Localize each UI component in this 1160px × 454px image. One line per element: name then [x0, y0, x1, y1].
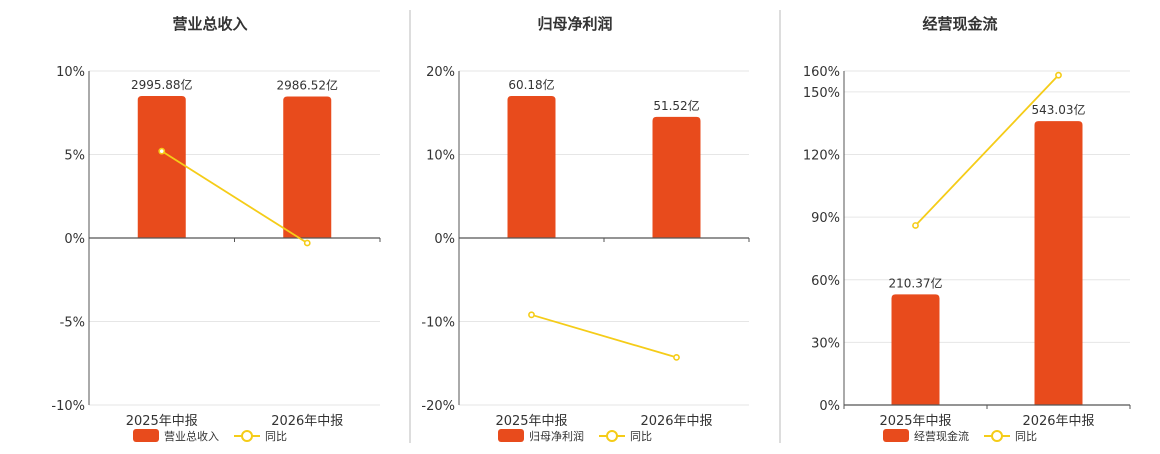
legend-bar-swatch: [133, 429, 159, 442]
yoy-point-2: [303, 239, 311, 247]
yoy-point-1: [528, 311, 535, 319]
bar-data-label: 543.03亿: [1032, 102, 1086, 117]
y-tick-label: 150%: [803, 86, 840, 101]
category-label: 2026年中报: [271, 414, 343, 429]
yoy-line: [914, 74, 1060, 227]
legend-bar-label: 归母净利润: [529, 429, 584, 443]
legend-line-label: 同比: [265, 430, 287, 443]
y-tick-label: -10%: [421, 316, 455, 331]
bar-1: [891, 294, 940, 405]
bar-data-label: 2986.52亿: [276, 78, 338, 93]
y-tick-label: 90%: [811, 211, 840, 226]
y-tick-label: 20%: [426, 65, 455, 80]
y-tick-label: -10%: [51, 399, 85, 414]
y-tick-label: 5%: [64, 149, 85, 164]
y-tick-label: 30%: [811, 336, 840, 351]
bar-data-label: 51.52亿: [653, 98, 699, 113]
yoy-point-1: [158, 147, 166, 155]
bar-2: [652, 116, 701, 238]
legend-line-marker: [991, 430, 1003, 442]
legend-bar-swatch: [883, 429, 909, 442]
legend-line-label: 同比: [630, 430, 652, 443]
y-tick-label: -20%: [421, 399, 455, 414]
y-tick-label: 0%: [819, 399, 840, 414]
bar-2: [1034, 121, 1083, 405]
y-tick-label: 0%: [434, 232, 455, 247]
bar-data-label: 60.18亿: [508, 77, 554, 92]
chart-panel-1: 营业总收入 10% 5% 0% -5% -10% 2995.88亿 2986.52亿 2025年…: [51, 15, 381, 443]
y-tick-label: 60%: [811, 274, 840, 289]
yoy-point-2: [673, 354, 680, 361]
y-tick-label: 0%: [64, 232, 85, 247]
legend-line-label: 同比: [1015, 430, 1037, 443]
y-tick-label: 10%: [56, 65, 85, 80]
chart-title: 营业总收入: [172, 15, 247, 33]
bar-2: [283, 96, 332, 239]
legend-line-marker: [606, 430, 618, 442]
bar-1: [507, 96, 556, 238]
legend-bar-swatch: [498, 429, 524, 442]
yoy-line: [531, 313, 677, 359]
legend-bar-label: 经营现金流: [914, 429, 969, 443]
category-label: 2025年中报: [879, 414, 951, 429]
bar-data-label: 2995.88亿: [131, 77, 193, 92]
y-tick-label: 10%: [426, 149, 455, 164]
chart-title: 经营现金流: [922, 15, 997, 33]
category-label: 2026年中报: [640, 414, 712, 429]
bar-1: [137, 96, 186, 238]
category-label: 2025年中报: [126, 414, 198, 429]
y-tick-label: -5%: [60, 316, 85, 331]
bar-data-label: 210.37亿: [889, 275, 943, 290]
category-label: 2025年中报: [495, 414, 567, 429]
y-tick-label: 160%: [803, 65, 840, 80]
yoy-point-2: [1055, 71, 1062, 79]
legend-bar-label: 营业总收入: [164, 429, 219, 443]
yoy-line: [161, 150, 308, 244]
category-label: 2026年中报: [1022, 414, 1094, 429]
yoy-point-1: [912, 222, 919, 229]
legend-line-marker: [241, 430, 253, 442]
chart-title: 归母净利润: [537, 15, 612, 33]
chart-panel-2: 归母净利润 20% 10% 0% -10% -20% 60.18亿 51.52亿 2025年中报…: [421, 15, 750, 443]
y-tick-label: 120%: [803, 149, 840, 164]
chart-panel-3: 经营现金流 160% 150% 120% 90% 60% 30% 0% 210.37亿 543.0…: [803, 15, 1131, 443]
